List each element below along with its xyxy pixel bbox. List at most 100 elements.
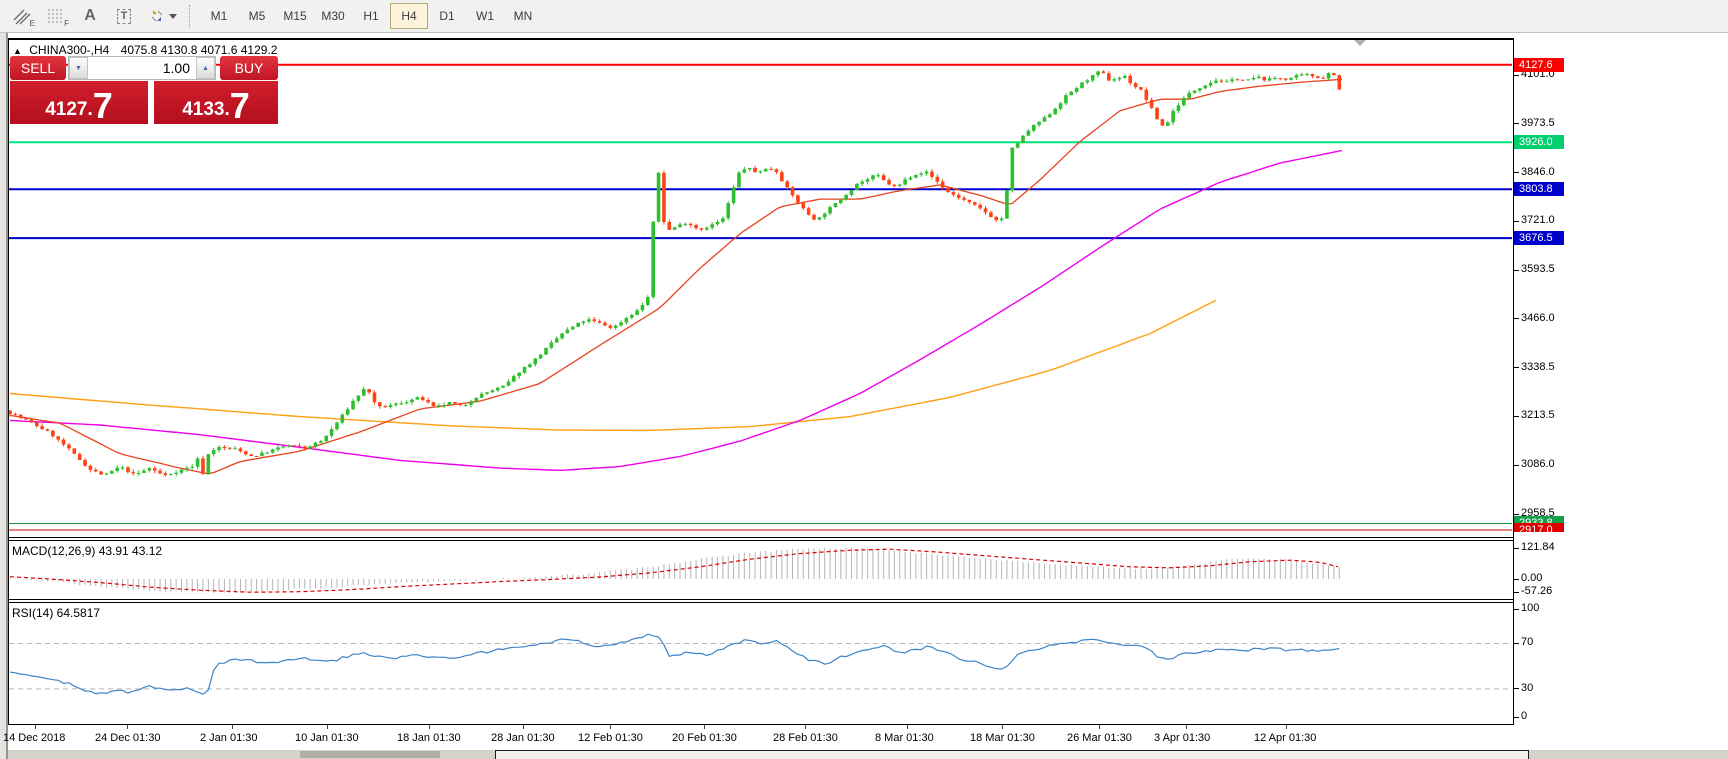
candle-body — [956, 194, 961, 198]
timeframe-h4-button[interactable]: H4 — [390, 3, 428, 29]
candle-body — [329, 429, 334, 436]
candle-body — [721, 218, 725, 222]
date-axis-tick — [610, 725, 611, 729]
candle-body — [1128, 75, 1133, 84]
buy-button[interactable]: BUY — [220, 56, 278, 80]
text-label-tool-button[interactable]: A — [74, 3, 106, 29]
macd-tick-label: -57.26 — [1521, 585, 1553, 597]
candle-body — [388, 405, 393, 407]
date-axis-tick — [704, 725, 705, 729]
candle-body — [201, 458, 205, 474]
candle-body — [169, 473, 173, 476]
candle-body — [1026, 130, 1031, 136]
candle-body — [1198, 88, 1202, 91]
candle-body — [383, 406, 387, 408]
buy-price-main: 4133. — [182, 99, 230, 120]
timeframe-m30-button[interactable]: M30 — [321, 9, 345, 23]
volume-value[interactable]: 1.00 — [162, 60, 190, 76]
candle-body — [565, 329, 570, 334]
candle-body — [624, 317, 629, 323]
candle-body — [855, 183, 859, 190]
candle-body — [45, 429, 50, 431]
volume-decrease-button[interactable]: ▼ — [69, 57, 88, 79]
price-level-badge: 3676.5 — [1514, 231, 1564, 246]
candle-body — [501, 385, 505, 388]
price-level-badge: 3803.8 — [1514, 182, 1564, 197]
sell-price-big-digit: 7 — [92, 85, 113, 126]
candle-body — [67, 444, 71, 449]
candle-body — [1101, 71, 1106, 74]
candle-body — [35, 422, 39, 427]
fibonacci-tool-button[interactable]: F — [40, 3, 72, 29]
candle-body — [292, 445, 296, 447]
candle-body — [163, 473, 168, 476]
candle-body — [227, 447, 232, 449]
arrow-objects-tool-button[interactable] — [142, 3, 182, 29]
chart-frame-bottom — [8, 724, 1514, 725]
candle-body — [1192, 90, 1197, 93]
date-axis-tick — [1186, 725, 1187, 729]
candle-body — [1133, 83, 1138, 88]
candle-body — [967, 199, 972, 203]
candle-body — [930, 171, 934, 177]
sell-price-main: 4127. — [45, 99, 93, 120]
price-axis-tick — [1514, 367, 1519, 369]
candle-body — [254, 455, 259, 457]
sell-price-box[interactable]: 4127. 7 — [10, 81, 148, 124]
candle-body — [1117, 77, 1122, 80]
candle-body — [361, 389, 366, 396]
candle-body — [356, 395, 361, 401]
timeframe-h1-button[interactable]: H1 — [363, 9, 379, 23]
date-axis-label: 28 Feb 01:30 — [773, 732, 838, 744]
chart-frame-top — [8, 38, 1513, 40]
candle-body — [817, 217, 822, 220]
candle-body — [313, 442, 318, 447]
candle-body — [1107, 73, 1111, 81]
buy-price-box[interactable]: 4133. 7 — [154, 81, 278, 124]
price-axis-tick — [1514, 415, 1519, 417]
text-box-tool-button[interactable]: T — [108, 3, 140, 29]
sell-button[interactable]: SELL — [10, 56, 66, 80]
candle-body — [1123, 75, 1127, 78]
chart-frame-left — [8, 38, 9, 725]
candle-body — [485, 392, 489, 394]
rsi-axis-tick — [1514, 642, 1519, 644]
timeframe-m1-button[interactable]: M1 — [210, 9, 228, 23]
candle-body — [1246, 79, 1250, 81]
candle-body — [1219, 80, 1224, 82]
candle-body — [474, 397, 479, 402]
date-axis-label: 28 Jan 01:30 — [491, 732, 555, 744]
macd-indicator-label: MACD(12,26,9) 43.91 43.12 — [12, 544, 163, 558]
equidistant-channel-tool-button[interactable]: E — [6, 3, 38, 29]
volume-increase-button[interactable]: ▲ — [196, 57, 215, 79]
candle-body — [222, 446, 227, 448]
candle-body — [367, 389, 371, 393]
candle-body — [533, 358, 538, 365]
timeframe-m15-button[interactable]: M15 — [283, 9, 307, 23]
macd-axis-tick — [1514, 578, 1519, 580]
candle-body — [152, 468, 157, 471]
candle-body — [999, 218, 1004, 221]
collapse-triangle-icon[interactable]: ▲ — [13, 46, 22, 56]
timeframe-mn-button[interactable]: MN — [513, 9, 533, 23]
rsi-tick-label: 100 — [1521, 602, 1540, 615]
candle-body — [110, 471, 114, 474]
candle-body — [88, 465, 93, 470]
date-axis-label: 8 Mar 01:30 — [875, 732, 934, 744]
timeframe-d1-button[interactable]: D1 — [439, 9, 455, 23]
candle-body — [935, 176, 940, 182]
candle-body — [903, 179, 907, 185]
candle-body — [688, 223, 693, 226]
candle-body — [120, 467, 125, 469]
date-axis-label: 12 Apr 01:30 — [1254, 732, 1317, 744]
candle-body — [1165, 122, 1170, 126]
candle-body — [1085, 80, 1090, 83]
timeframe-w1-button[interactable]: W1 — [476, 9, 494, 23]
candle-body — [211, 449, 216, 455]
candle-body — [1235, 79, 1240, 81]
horizontal-scrollbar-thumb[interactable] — [495, 750, 1529, 759]
date-axis-label: 26 Mar 01:30 — [1067, 732, 1132, 744]
timeframe-m5-button[interactable]: M5 — [248, 9, 266, 23]
toolbar: E F A T M1 M5 M15 M30 H1 H4 D1 W1 — [0, 0, 1728, 33]
dropdown-caret-icon — [168, 13, 177, 19]
